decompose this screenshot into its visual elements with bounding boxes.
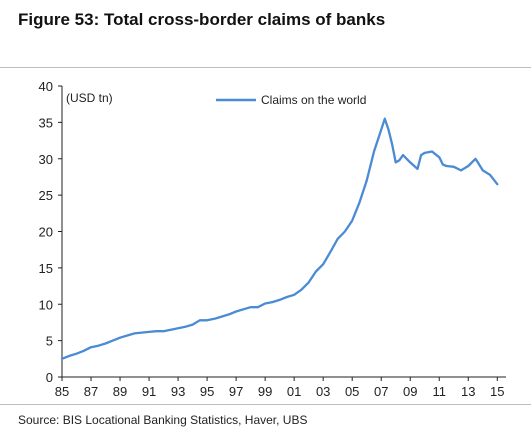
x-tick-label: 15 <box>490 384 504 399</box>
y-tick-label: 35 <box>39 115 53 130</box>
title-divider <box>0 67 531 68</box>
x-tick-label: 07 <box>374 384 388 399</box>
source-note: Source: BIS Locational Banking Statistic… <box>18 413 308 427</box>
x-ticks: 85 87 89 91 93 95 97 99 01 03 05 07 09 11 13 15 <box>55 377 505 399</box>
y-tick-label: 5 <box>46 334 53 349</box>
x-tick-label: 11 <box>433 384 447 399</box>
y-ticks: 0 5 10 15 20 25 30 35 40 <box>39 79 62 385</box>
figure-title: Figure 53: Total cross-border claims of … <box>18 10 386 29</box>
x-tick-label: 03 <box>316 384 330 399</box>
y-tick-label: 20 <box>39 225 53 240</box>
x-tick-label: 97 <box>229 384 243 399</box>
y-tick-label: 40 <box>39 79 53 94</box>
x-tick-label: 91 <box>142 384 156 399</box>
legend-label: Claims on the world <box>261 93 366 107</box>
y-tick-label: 30 <box>39 152 53 167</box>
x-tick-label: 93 <box>171 384 185 399</box>
source-divider <box>0 404 531 405</box>
legend: Claims on the world <box>216 93 366 107</box>
x-tick-label: 87 <box>84 384 98 399</box>
axes <box>61 86 506 378</box>
y-tick-label: 0 <box>46 370 53 385</box>
x-tick-label: 05 <box>345 384 359 399</box>
y-tick-label: 15 <box>39 261 53 276</box>
x-tick-label: 99 <box>258 384 272 399</box>
series-line-0 <box>60 117 499 360</box>
y-tick-label: 10 <box>39 297 53 312</box>
x-tick-label: 85 <box>55 384 69 399</box>
x-tick-label: 95 <box>200 384 214 399</box>
series-layer <box>60 117 499 360</box>
x-tick-label: 09 <box>403 384 417 399</box>
x-tick-label: 01 <box>287 384 301 399</box>
x-tick-label: 89 <box>113 384 127 399</box>
x-tick-label: 13 <box>461 384 475 399</box>
y-tick-label: 25 <box>39 188 53 203</box>
y-axis-unit-label: (USD tn) <box>66 91 113 105</box>
